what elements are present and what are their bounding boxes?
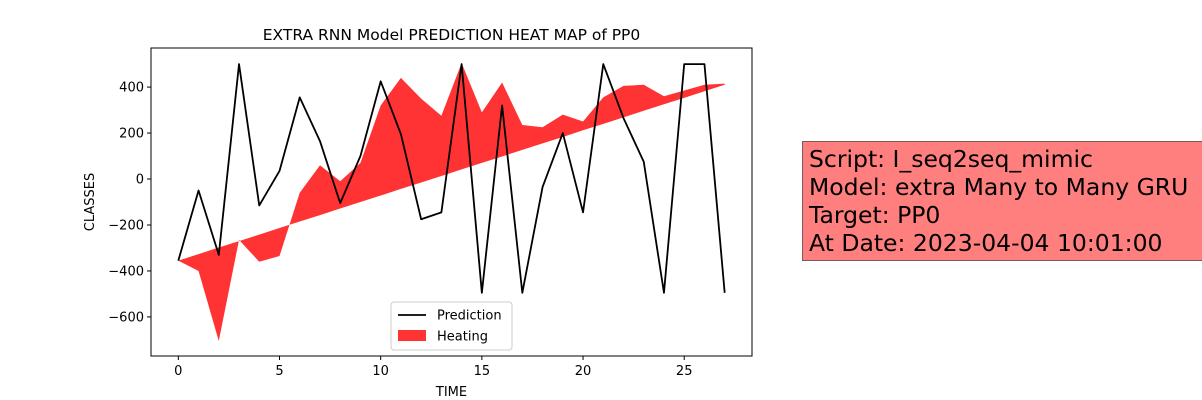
legend-prediction-label: Prediction	[437, 309, 502, 324]
chart: EXTRA RNN Model PREDICTION HEAT MAP of P…	[83, 26, 753, 400]
y-tick-label: 400	[119, 81, 144, 96]
y-tick-label: −400	[108, 264, 144, 279]
y-tick-label: −200	[108, 218, 144, 233]
plot-frame	[150, 47, 753, 357]
info-date: At Date: 2023-04-04 10:01:00	[809, 229, 1163, 257]
x-tick-label: 15	[474, 364, 491, 379]
legend: Prediction Heating	[390, 301, 513, 351]
y-tick-label: 200	[119, 127, 144, 142]
y-tick-label: −600	[108, 310, 144, 325]
x-tick-label: 20	[575, 364, 592, 379]
y-tick-label: 0	[136, 173, 144, 188]
y-axis: −600 −400 −200 0 200 400	[108, 81, 151, 325]
plot-area	[177, 62, 726, 342]
legend-heating-label: Heating	[437, 330, 488, 345]
info-box: Script: I_seq2seq_mimic Model: extra Man…	[802, 141, 1202, 261]
info-model: Model: extra Many to Many GRU	[809, 173, 1189, 201]
info-target: Target: PP0	[809, 201, 941, 229]
heating-area	[178, 62, 725, 342]
chart-title: EXTRA RNN Model PREDICTION HEAT MAP of P…	[263, 26, 641, 44]
x-axis-label: TIME	[435, 385, 467, 400]
x-tick-label: 25	[676, 364, 693, 379]
prediction-line	[177, 63, 726, 294]
x-tick-label: 5	[275, 364, 283, 379]
info-script: Script: I_seq2seq_mimic	[809, 145, 1093, 173]
legend-heating-swatch	[398, 330, 426, 341]
x-tick-label: 0	[174, 364, 182, 379]
y-axis-label: CLASSES	[83, 173, 98, 231]
x-axis: 0 5 10 15 20 25	[174, 356, 692, 379]
x-tick-label: 10	[372, 364, 389, 379]
